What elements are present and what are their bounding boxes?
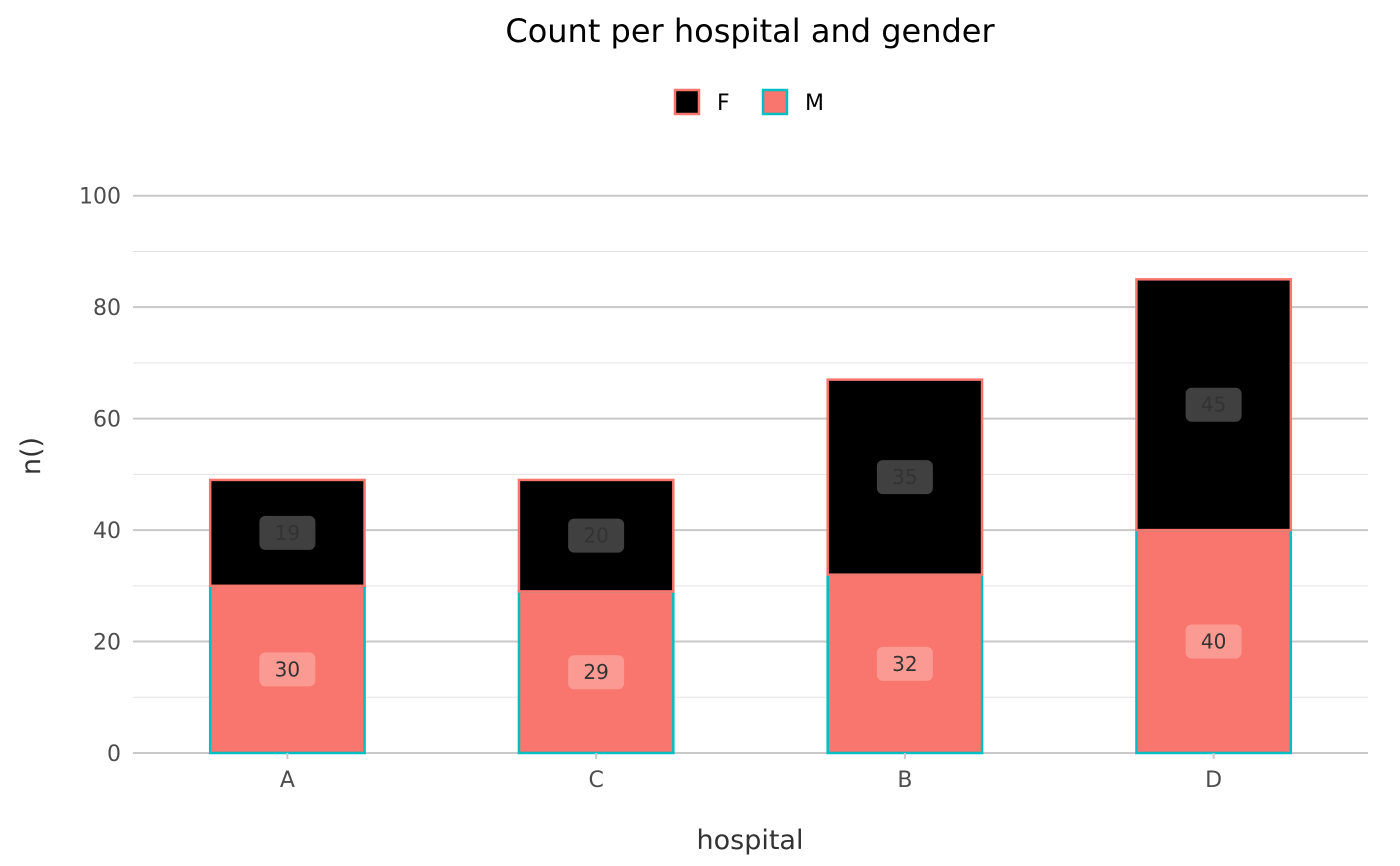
y-tick-label: 60 — [93, 408, 121, 433]
y-tick-label: 20 — [93, 631, 121, 656]
data-label: 19 — [275, 521, 300, 545]
data-label: 35 — [892, 465, 917, 489]
y-tick-label: 0 — [107, 742, 121, 767]
y-tick-label: 40 — [93, 519, 121, 544]
data-label: 40 — [1201, 630, 1226, 654]
data-label-box — [1185, 624, 1242, 659]
x-tick-label: D — [1205, 768, 1222, 793]
bars — [208, 278, 1293, 755]
data-label-box — [876, 460, 933, 495]
legend-key-F — [673, 88, 701, 116]
legend-label-F: F — [717, 91, 730, 116]
data-label-box — [568, 518, 625, 553]
data-label: 29 — [583, 660, 608, 684]
legend-label-M: M — [805, 91, 824, 116]
y-axis-ticks: 0 20 40 60 80 100 — [79, 185, 121, 767]
data-label-box — [568, 655, 625, 690]
x-tick-label: C — [588, 768, 603, 793]
chart-title: Count per hospital and gender — [505, 12, 995, 50]
data-labels: 30 19 29 20 32 35 40 45 — [259, 387, 1242, 690]
data-label-box — [259, 652, 316, 687]
x-tick-label: A — [280, 768, 295, 793]
data-label-box — [259, 515, 316, 550]
data-label: 45 — [1201, 393, 1226, 417]
y-axis-title: n() — [16, 437, 47, 475]
x-axis-title: hospital — [697, 825, 804, 856]
data-label: 20 — [583, 524, 608, 548]
y-tick-label: 80 — [93, 296, 121, 321]
data-label: 32 — [892, 652, 917, 676]
data-label-box — [876, 646, 933, 681]
legend-key-M — [761, 88, 789, 116]
x-tick-label: B — [897, 768, 912, 793]
data-label-box — [1185, 387, 1242, 422]
y-tick-label: 100 — [79, 185, 121, 210]
data-label: 30 — [275, 657, 300, 681]
